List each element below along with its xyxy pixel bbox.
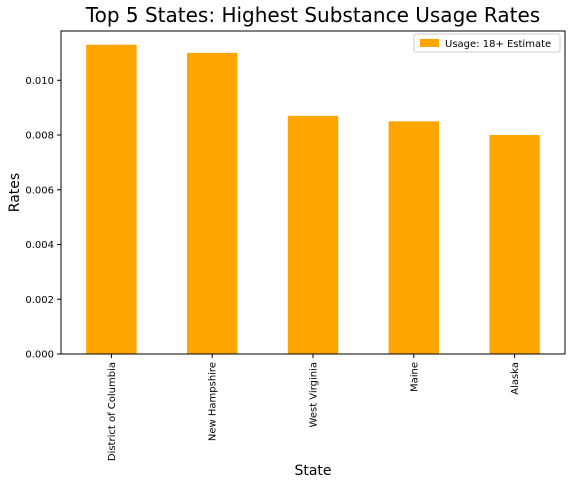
legend: Usage: 18+ Estimate	[413, 33, 561, 53]
y-tick-label: 0.004	[25, 240, 54, 251]
y-tick-label: 0.010	[25, 76, 54, 87]
plot-area	[86, 44, 540, 355]
y-tick-label: 0.002	[25, 295, 54, 306]
x-tick-label: Alaska	[510, 362, 521, 395]
x-tick-label: Maine	[409, 362, 420, 392]
bar-west-virginia	[287, 115, 339, 355]
legend-box	[413, 33, 561, 53]
y-axis-label: Rates	[7, 173, 23, 212]
y-tick-label: 0.006	[25, 185, 54, 196]
legend-label: Usage: 18+ Estimate	[445, 39, 551, 50]
y-tick-label: 0.008	[25, 131, 54, 142]
x-axis: District of Columbia New Hampshire West Vi…	[107, 354, 521, 461]
bar-new-hampshire	[187, 52, 238, 354]
bar-alaska	[489, 135, 540, 354]
bar-district-of-columbia	[86, 44, 137, 355]
x-tick-label: West Virginia	[309, 362, 320, 427]
y-axis: 0.000 0.002 0.004 0.006 0.008 0.010	[25, 76, 61, 361]
x-tick-label: New Hampshire	[208, 362, 219, 441]
x-axis-label: State	[294, 463, 331, 479]
legend-swatch	[420, 39, 439, 47]
bar-maine	[388, 121, 439, 354]
x-tick-label: District of Columbia	[107, 362, 118, 461]
y-tick-label: 0.000	[25, 350, 54, 361]
chart-title: Top 5 States: Highest Substance Usage Ra…	[85, 3, 540, 27]
